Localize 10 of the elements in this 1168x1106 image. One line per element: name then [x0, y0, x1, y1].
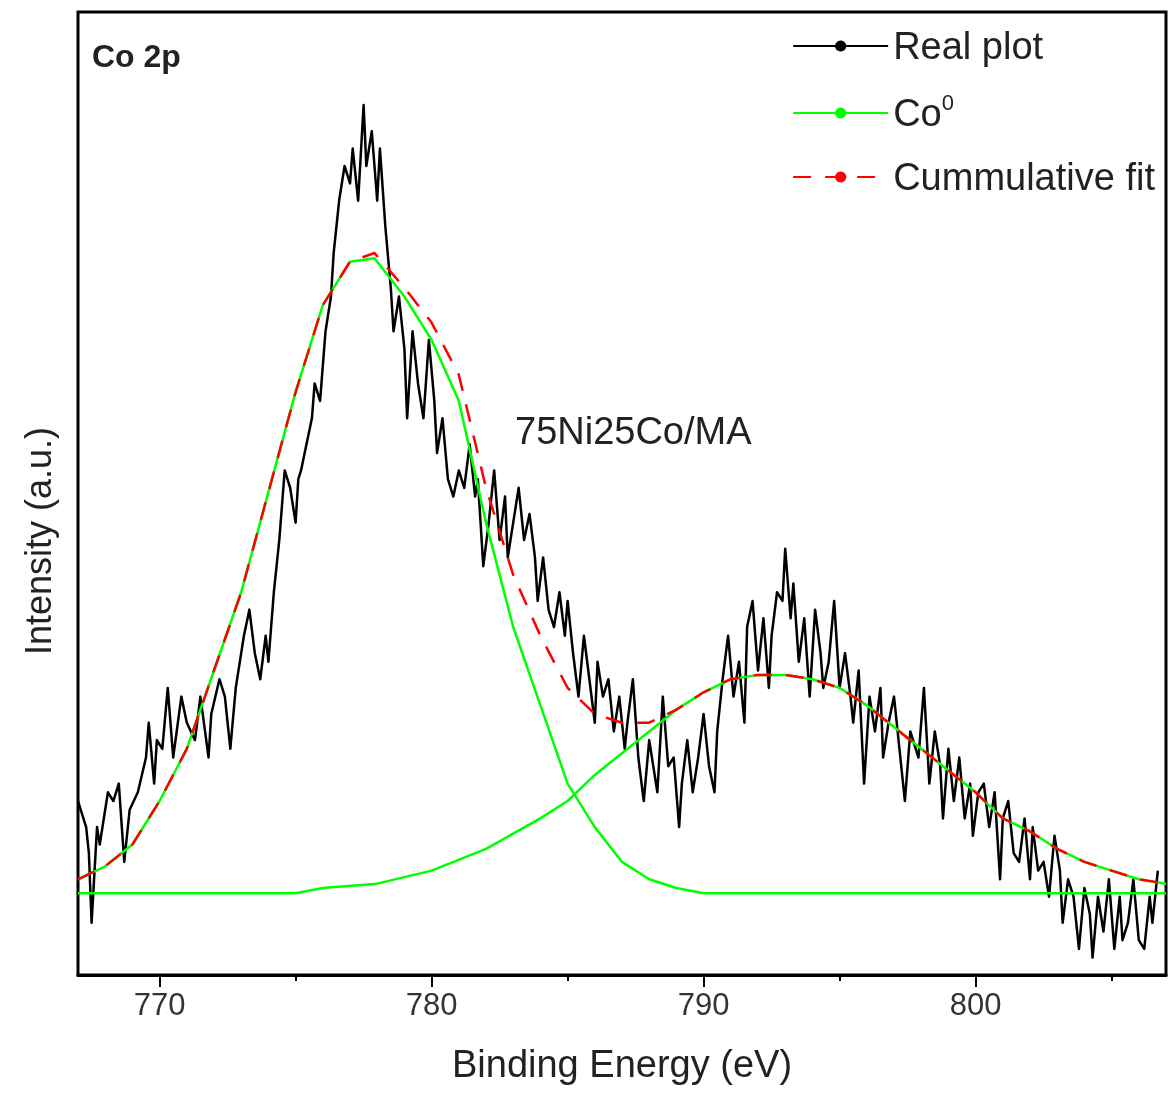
x-tick-label: 770	[133, 987, 186, 1022]
x-tick-label: 800	[949, 987, 1002, 1022]
y-axis-title: Intensity (a.u.)	[17, 426, 59, 655]
text: Co 2p	[92, 38, 181, 74]
x-tick-label: 790	[677, 987, 730, 1022]
legend-label: Real plot	[893, 25, 1044, 67]
legend-label: Cummulative fit	[893, 156, 1156, 198]
x-tick-label: 780	[405, 987, 458, 1022]
annotation: 75Ni25Co/MA	[515, 410, 753, 452]
x-axis-title: Binding Energy (eV)	[451, 1043, 793, 1085]
